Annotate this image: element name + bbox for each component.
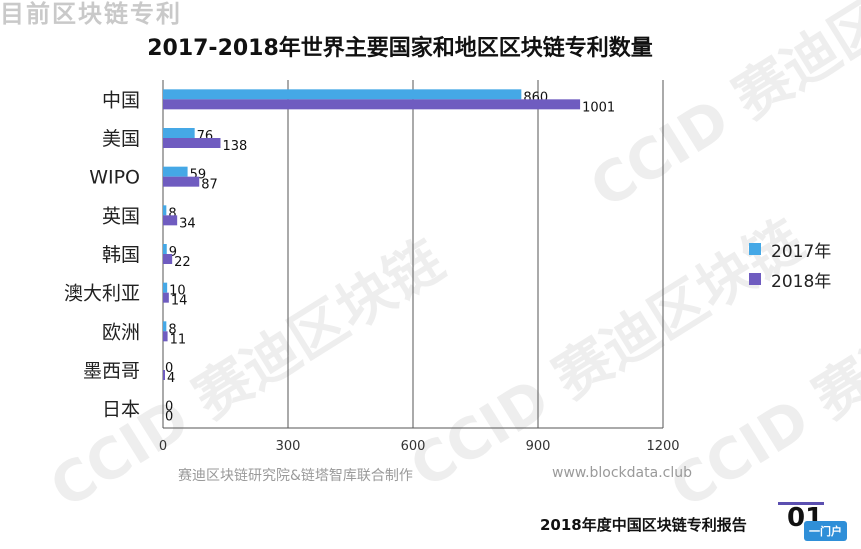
data-label: 11	[170, 332, 187, 347]
bar	[163, 244, 167, 254]
category-label: 英国	[102, 205, 140, 227]
legend-item-2017: 2017年	[749, 234, 831, 264]
legend-label-2018: 2018年	[771, 271, 832, 292]
bar	[163, 128, 195, 138]
bar	[163, 282, 168, 293]
source-website: www.blockdata.club	[552, 465, 692, 481]
data-label: 87	[201, 178, 218, 193]
x-tick-label: 900	[526, 439, 551, 454]
data-label: 22	[174, 255, 191, 270]
category-label: 美国	[102, 128, 140, 150]
bar	[163, 166, 188, 177]
category-label: 韩国	[102, 244, 140, 266]
source-credit: 赛迪区块链研究院&链塔智库联合制作	[178, 468, 413, 484]
data-label: 1001	[582, 100, 615, 115]
bar	[163, 370, 165, 380]
data-label: 0	[165, 400, 173, 415]
category-label: 欧洲	[102, 321, 140, 343]
data-label: 10	[169, 284, 186, 299]
watermark-heading: ⽬前区块链专利	[0, 0, 182, 28]
legend-swatch-2017	[749, 243, 761, 255]
data-label: 4	[167, 371, 175, 386]
data-label: 8	[168, 322, 176, 337]
bar	[163, 99, 581, 110]
x-tick-label: 0	[159, 439, 167, 454]
data-label: 34	[179, 216, 196, 231]
legend: 2017年 2018年	[749, 234, 831, 294]
bar	[163, 176, 200, 187]
category-label: 澳大利亚	[64, 283, 140, 305]
data-label: 8	[168, 206, 176, 221]
data-label: 0	[165, 410, 173, 425]
bar	[163, 254, 173, 264]
bar	[163, 89, 522, 100]
legend-swatch-2018	[749, 273, 761, 285]
bar	[163, 292, 169, 303]
category-label: WIPO	[89, 167, 140, 189]
data-label: 9	[169, 245, 177, 260]
category-label: 中国	[102, 89, 140, 111]
bar	[163, 321, 167, 332]
data-label: 138	[223, 139, 248, 154]
bar	[163, 215, 178, 226]
report-title: 2018年度中国区块链专利报告	[540, 516, 747, 534]
x-tick-label: 1200	[646, 439, 679, 454]
bar	[163, 205, 167, 216]
bar	[163, 138, 221, 148]
category-label: 日本	[102, 399, 140, 421]
legend-label-2017: 2017年	[771, 241, 832, 262]
data-label: 0	[165, 361, 173, 376]
legend-item-2018: 2018年	[749, 264, 831, 294]
x-tick-label: 300	[276, 439, 301, 454]
x-tick-label: 600	[401, 439, 426, 454]
data-label: 14	[171, 294, 188, 309]
category-label: 墨西哥	[83, 360, 140, 382]
chart-title: 2017-2018年世界主要国家和地区区块链专利数量	[147, 36, 653, 61]
page-number-rule	[778, 502, 824, 505]
bar	[163, 331, 168, 342]
site-badge: ⼀门户	[804, 521, 847, 541]
